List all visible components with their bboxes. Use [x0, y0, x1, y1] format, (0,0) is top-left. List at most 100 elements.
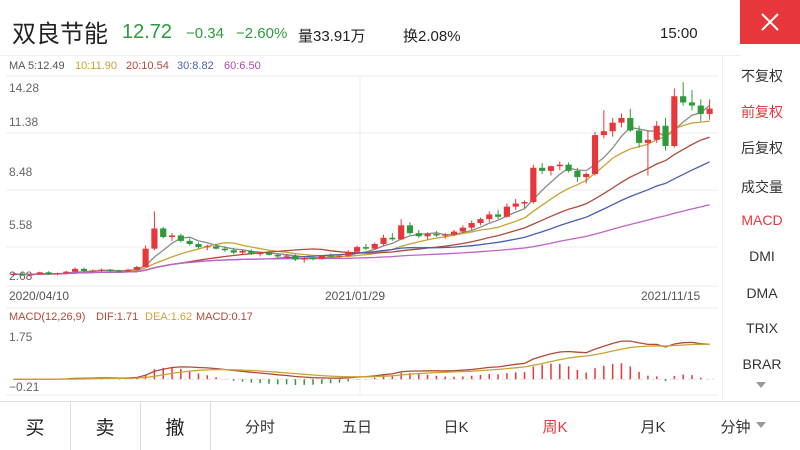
candle-body: [345, 251, 352, 256]
candle-body: [292, 255, 299, 260]
candle-body: [327, 255, 334, 257]
ma20-line: [13, 136, 710, 276]
candle-body: [521, 202, 528, 204]
candle-body: [230, 250, 237, 253]
ma20-legend: 20:10.54: [126, 60, 169, 72]
candle-body: [177, 235, 184, 241]
macd-title: MACD(12,26,9): [9, 311, 85, 323]
candle-body: [54, 273, 61, 275]
candle-body: [450, 231, 458, 235]
ma5-legend: MA 5:12.49: [9, 60, 65, 72]
candle-body: [636, 130, 643, 143]
candle-body: [442, 234, 449, 236]
candle-body: [697, 105, 704, 114]
candle-body: [89, 270, 96, 272]
indicator-panel: 不复权 前复权 后复权 成交量 MACD DMI DMA TRIX BRAR: [722, 56, 800, 400]
candle-body: [63, 271, 70, 274]
candle-body: [530, 167, 537, 202]
cancel-order-button[interactable]: 撤: [165, 417, 185, 439]
caret-down-icon[interactable]: [756, 382, 766, 390]
candle-body: [600, 131, 607, 136]
close-icon: [761, 13, 779, 31]
candle-body: [168, 235, 176, 237]
macd-dif: DIF:1.71: [96, 311, 138, 323]
candle-body: [424, 233, 431, 237]
tab-daily-k[interactable]: 日K: [443, 418, 469, 436]
candle-body: [468, 223, 475, 228]
candle-body: [486, 214, 493, 220]
tab-five-day[interactable]: 五日: [341, 418, 372, 436]
macd-axis-bottom: −0.21: [9, 380, 40, 394]
candle-body: [556, 164, 563, 167]
candle-body: [662, 125, 669, 146]
ma10-line: [13, 120, 710, 276]
candle-body: [45, 272, 52, 275]
buy-button[interactable]: 买: [25, 417, 45, 439]
rp-volume[interactable]: 成交量: [741, 179, 783, 195]
candle-body: [503, 206, 510, 217]
candle-body: [688, 102, 696, 106]
rp-dma[interactable]: DMA: [746, 285, 778, 301]
candle-body: [19, 273, 26, 276]
dea-line: [13, 343, 710, 380]
tab-monthly-k[interactable]: 月K: [640, 418, 666, 436]
dropdown-caret-icon: [755, 422, 766, 428]
candle-body: [36, 272, 43, 275]
bottom-toolbar: 买 卖 撤 分时 五日 日K 周K 月K 分钟: [0, 401, 800, 450]
close-button[interactable]: [740, 0, 800, 44]
candle-body: [221, 248, 228, 251]
stock-name: 双良节能: [12, 21, 108, 48]
candle-body: [406, 225, 414, 234]
stock-header: 双良节能 12.72 −0.34 −2.60% 量33.91万 换2.08% 1…: [0, 0, 740, 56]
candle-body: [547, 166, 555, 171]
candle-body: [389, 237, 396, 240]
rp-trix[interactable]: TRIX: [746, 320, 778, 336]
candle-body: [459, 227, 466, 232]
rp-macd[interactable]: MACD: [741, 212, 783, 228]
candle-body: [213, 246, 220, 249]
candle-body: [10, 273, 17, 276]
rp-backward-adjust[interactable]: 后复权: [741, 140, 783, 156]
volume: 量33.91万: [298, 28, 366, 45]
ma30-legend: 30:8.82: [177, 60, 214, 72]
rp-forward-adjust[interactable]: 前复权: [741, 104, 783, 120]
ma60-legend: 60:6.50: [224, 60, 261, 72]
candle-body: [398, 225, 405, 240]
tab-intraday[interactable]: 分时: [244, 418, 275, 436]
candle-body: [583, 174, 590, 178]
candle-body: [142, 248, 149, 268]
kline-chart[interactable]: MA 5:12.49 10:11.90 20:10.54 30:8.82 60:…: [0, 56, 722, 400]
candle-body: [512, 203, 519, 207]
candle-body: [301, 258, 308, 260]
candle-body: [671, 96, 678, 146]
candle-body: [539, 167, 546, 171]
candle-body: [653, 125, 660, 140]
rp-no-adjust[interactable]: 不复权: [741, 68, 783, 84]
candle-body: [706, 108, 713, 114]
candle-body: [133, 267, 140, 270]
candle-body: [618, 118, 625, 123]
candle-body: [239, 251, 246, 253]
candle-body: [380, 237, 387, 244]
candle-body: [477, 219, 484, 223]
ma60-line: [13, 204, 710, 276]
sell-button[interactable]: 卖: [95, 417, 115, 439]
dif-line: [13, 340, 710, 381]
rp-brar[interactable]: BRAR: [742, 356, 782, 372]
turnover-rate: 换2.08%: [403, 28, 461, 45]
candle-body: [336, 255, 343, 257]
price-label-3: 8.48: [9, 165, 33, 179]
date-label-end: 2021/11/15: [641, 289, 700, 303]
tab-weekly-k[interactable]: 周K: [542, 418, 568, 436]
macd-axis-top: 1.75: [9, 330, 33, 344]
candle-body: [274, 254, 281, 257]
candle-body: [415, 233, 422, 237]
candle-body: [151, 228, 158, 249]
tab-minute[interactable]: 分钟: [702, 402, 784, 450]
price-label-5: 2.68: [9, 269, 33, 283]
candle-body: [318, 255, 325, 259]
rp-dmi[interactable]: DMI: [749, 248, 775, 264]
quote-time: 15:00: [660, 25, 698, 42]
candle-body: [248, 251, 255, 255]
candle-body: [362, 247, 369, 249]
